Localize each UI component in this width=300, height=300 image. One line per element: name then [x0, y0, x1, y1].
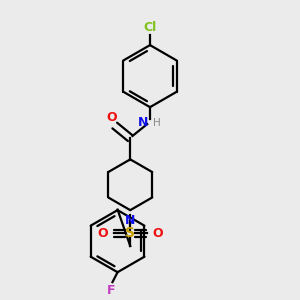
Text: Cl: Cl: [143, 21, 157, 34]
Text: O: O: [98, 227, 108, 240]
Text: N: N: [138, 116, 148, 129]
Text: O: O: [152, 227, 163, 240]
Text: F: F: [107, 284, 116, 297]
Text: N: N: [125, 214, 135, 226]
Text: O: O: [106, 111, 117, 124]
Text: S: S: [125, 226, 135, 240]
Text: H: H: [153, 118, 161, 128]
